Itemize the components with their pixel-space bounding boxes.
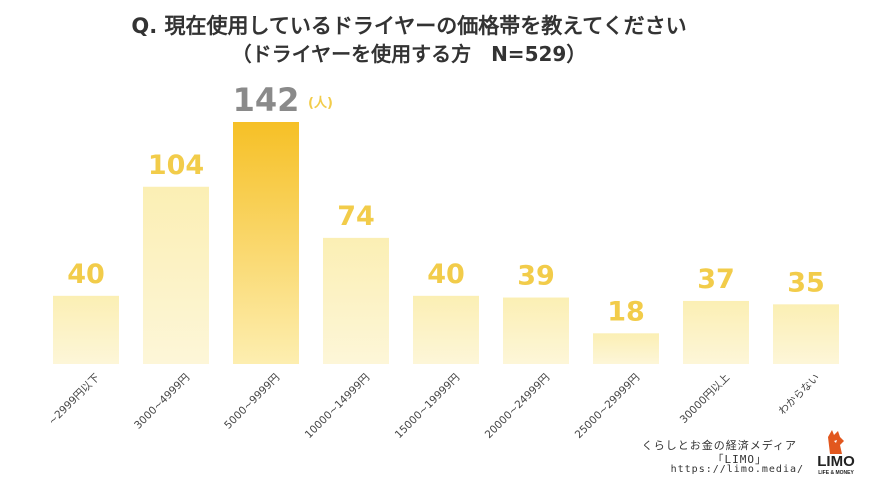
tick-label-4: 15000~19999円 — [393, 372, 462, 441]
tick-label-3: 10000~14999円 — [303, 372, 372, 441]
bar-0 — [53, 295, 119, 364]
bar-4 — [413, 295, 479, 364]
data-label-4: 40 — [427, 259, 465, 290]
bar-7 — [683, 300, 749, 364]
data-label-8: 35 — [787, 267, 825, 298]
limo-logo: LIMO LIFE & MONEY — [810, 427, 862, 483]
data-label-3: 74 — [337, 201, 375, 232]
fox-icon — [828, 430, 844, 454]
bar-5 — [503, 297, 569, 364]
tick-label-6: 25000~29999円 — [573, 372, 642, 441]
footer-brand: 「LIMO」 — [712, 453, 767, 466]
unit-label: (人) — [308, 95, 333, 111]
chart-title: Q. 現在使用しているドライヤーの価格帯を教えてください — [131, 14, 687, 38]
bar-3 — [323, 237, 389, 364]
data-label-2: 142 — [233, 81, 300, 119]
data-label-6: 18 — [607, 296, 645, 327]
tick-label-0: ~2999円以下 — [46, 372, 102, 428]
bar-6 — [593, 333, 659, 364]
logo-text: LIMO — [817, 453, 855, 470]
tick-label-1: 3000~4999円 — [132, 372, 192, 432]
tick-label-5: 20000~24999円 — [483, 372, 552, 441]
data-label-7: 37 — [697, 264, 735, 295]
data-label-1: 104 — [148, 150, 204, 181]
data-label-0: 40 — [67, 259, 105, 290]
bar-2 — [233, 122, 299, 364]
footer-tagline: くらしとお金の経済メディア — [641, 439, 797, 452]
logo-subtext: LIFE & MONEY — [818, 470, 854, 476]
data-label-5: 39 — [517, 261, 555, 292]
tick-label-7: 30000円以上 — [678, 372, 732, 426]
footer-url[interactable]: https://limo.media/ — [670, 464, 804, 475]
bar-1 — [143, 186, 209, 364]
chart-subtitle: （ドライヤーを使用する方 N=529） — [231, 42, 587, 66]
tick-label-2: 5000~9999円 — [222, 372, 282, 432]
bar-8 — [773, 304, 839, 364]
tick-label-8: わからない — [777, 372, 823, 418]
